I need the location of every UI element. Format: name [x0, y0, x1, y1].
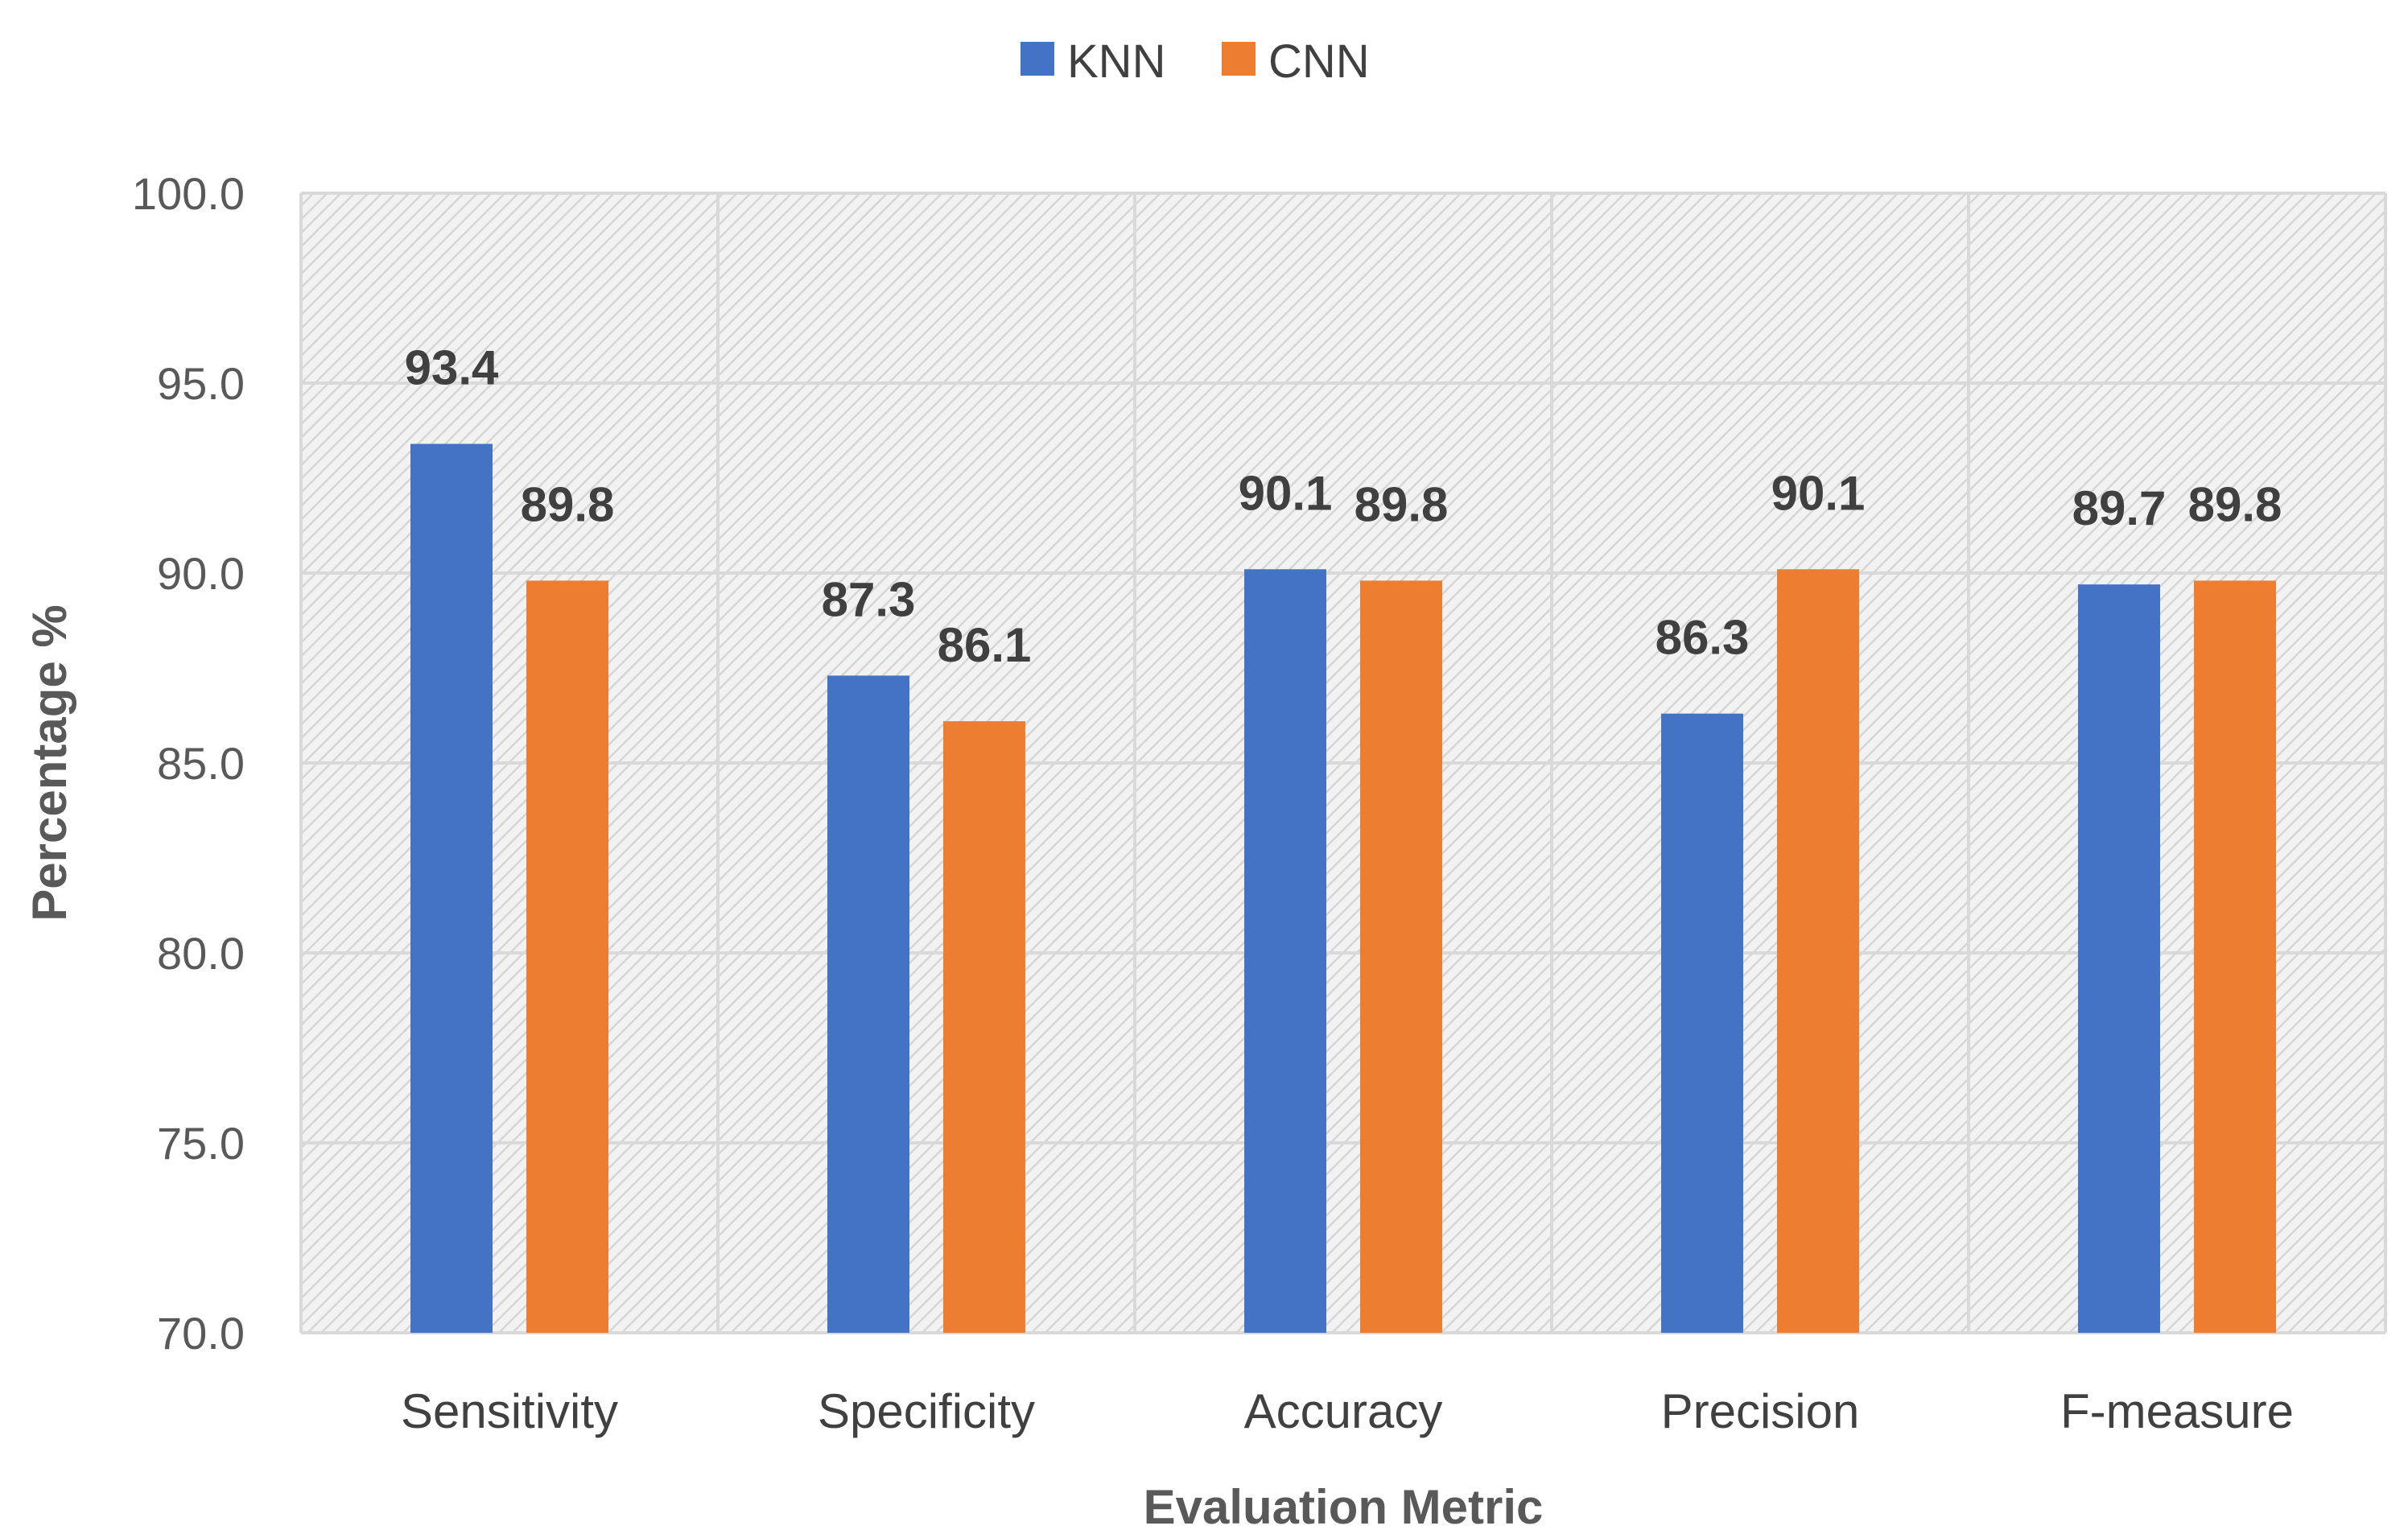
bar-cnn-sensitivity: [526, 580, 608, 1333]
x-tick-label: Sensitivity: [401, 1384, 618, 1438]
data-label-cnn-sensitivity: 89.8: [521, 477, 615, 531]
data-label-knn-precision: 86.3: [1656, 611, 1750, 665]
legend-swatch-knn: [1021, 42, 1054, 76]
x-tick-label: F-measure: [2060, 1384, 2294, 1438]
bar-cnn-accuracy: [1360, 580, 1442, 1333]
x-tick-label: Accuracy: [1244, 1384, 1443, 1438]
data-label-knn-f-measure: 89.7: [2072, 481, 2167, 535]
x-axis-categories: Sensitivity Specificity Accuracy Precision F…: [401, 1384, 2294, 1438]
y-tick-label: 100.0: [132, 168, 245, 219]
y-axis-title: Percentage %: [23, 604, 76, 922]
legend: KNN CNN: [1021, 35, 1370, 88]
legend-swatch-cnn: [1222, 42, 1256, 76]
bar-cnn-f-measure: [2194, 580, 2276, 1333]
bar-cnn-precision: [1777, 569, 1859, 1333]
bar-knn-precision: [1661, 713, 1743, 1333]
data-label-knn-accuracy: 90.1: [1239, 466, 1333, 520]
x-tick-label: Specificity: [818, 1384, 1035, 1438]
y-tick-label: 80.0: [157, 928, 245, 979]
y-tick-label: 90.0: [157, 548, 245, 599]
y-tick-label: 70.0: [157, 1308, 245, 1359]
y-tick-label: 85.0: [157, 738, 245, 789]
data-label-cnn-precision: 90.1: [1771, 466, 1866, 520]
y-tick-label: 95.0: [157, 358, 245, 409]
legend-label-knn: KNN: [1067, 35, 1165, 88]
y-tick-label: 75.0: [157, 1118, 245, 1169]
bar-knn-f-measure: [2078, 584, 2160, 1333]
bars: [410, 443, 2276, 1333]
x-tick-label: Precision: [1661, 1384, 1860, 1438]
data-label-knn-specificity: 87.3: [822, 572, 916, 626]
bar-knn-specificity: [827, 675, 909, 1333]
data-labels: 93.4 89.8 87.3 86.1 90.1 89.8 86.3 90.1 89.7 89.8: [405, 341, 2282, 673]
gridlines: [301, 192, 2385, 1334]
data-label-knn-sensitivity: 93.4: [405, 341, 499, 395]
data-label-cnn-specificity: 86.1: [938, 618, 1032, 672]
x-axis-title: Evaluation Metric: [1144, 1480, 1544, 1534]
bar-knn-accuracy: [1244, 569, 1326, 1333]
y-axis-ticks: 70.0 75.0 80.0 85.0 90.0 95.0 100.0: [132, 168, 245, 1359]
category-dividers: [299, 193, 2387, 1333]
bar-cnn-specificity: [943, 721, 1025, 1333]
data-label-cnn-f-measure: 89.8: [2188, 477, 2282, 531]
legend-label-cnn: CNN: [1268, 35, 1370, 88]
data-label-cnn-accuracy: 89.8: [1354, 477, 1449, 531]
bar-knn-sensitivity: [410, 443, 493, 1333]
